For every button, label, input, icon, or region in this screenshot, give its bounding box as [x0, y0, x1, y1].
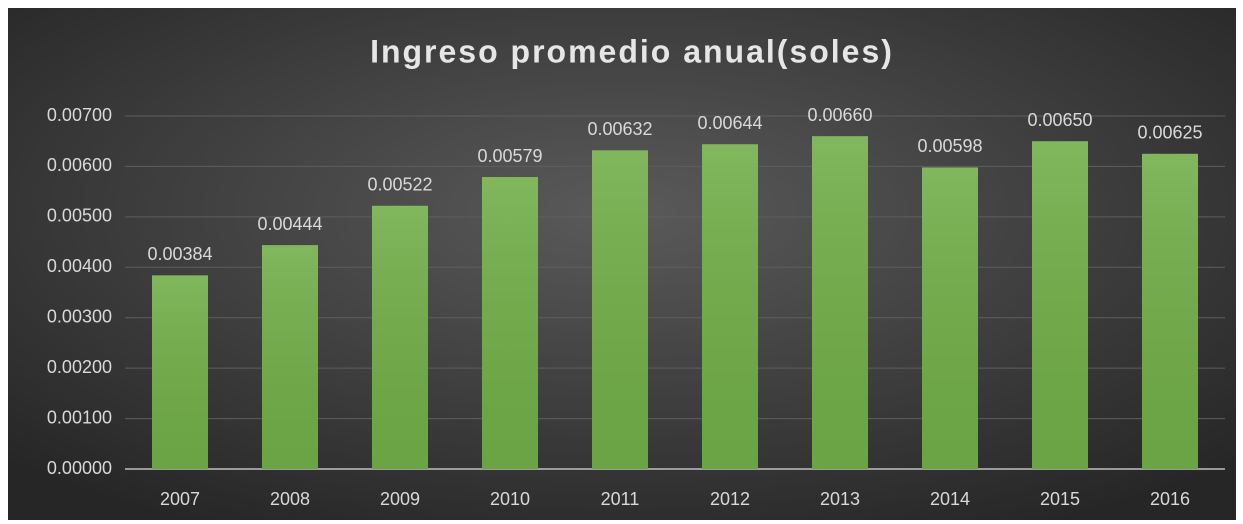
data-label: 0.00522 — [367, 175, 432, 195]
bar-shine — [812, 136, 868, 469]
bar-shine — [372, 205, 428, 469]
x-tick-label: 2011 — [601, 489, 640, 509]
data-label: 0.00632 — [587, 119, 652, 139]
bar-shine — [262, 245, 318, 469]
y-tick-label: 0.00000 — [47, 458, 112, 478]
y-tick-label: 0.00100 — [47, 407, 112, 427]
data-label: 0.00384 — [147, 244, 212, 264]
y-tick-label: 0.00500 — [47, 206, 112, 226]
data-label: 0.00625 — [1137, 123, 1202, 143]
bar-shine — [1032, 141, 1088, 469]
data-label: 0.00579 — [477, 146, 542, 166]
x-tick-label: 2014 — [930, 489, 970, 509]
bar-shine — [1142, 153, 1198, 470]
y-tick-label: 0.00300 — [47, 306, 112, 326]
x-tick-label: 2008 — [270, 489, 310, 509]
x-tick-label: 2016 — [1150, 489, 1190, 509]
x-tick-label: 2015 — [1040, 489, 1080, 509]
x-tick-label: 2007 — [160, 489, 200, 509]
y-tick-label: 0.00700 — [47, 105, 112, 125]
y-tick-label: 0.00400 — [47, 256, 112, 276]
chart-title: Ingreso promedio anual(soles) — [370, 33, 894, 69]
data-label: 0.00650 — [1027, 110, 1092, 130]
data-label: 0.00644 — [697, 113, 762, 133]
x-tick-label: 2013 — [820, 489, 860, 509]
bar-shine — [592, 150, 648, 469]
y-tick-label: 0.00200 — [47, 357, 112, 377]
x-tick-label: 2012 — [710, 489, 750, 509]
x-tick-label: 2009 — [380, 489, 420, 509]
bar-shine — [702, 144, 758, 470]
x-tick-label: 2010 — [490, 489, 530, 509]
bar-shine — [152, 275, 208, 469]
bar-shine — [482, 177, 538, 470]
data-label: 0.00444 — [257, 214, 322, 234]
y-tick-label: 0.00600 — [47, 155, 112, 175]
data-label: 0.00598 — [917, 136, 982, 156]
data-label: 0.00660 — [807, 105, 872, 125]
bar-shine — [922, 167, 978, 470]
